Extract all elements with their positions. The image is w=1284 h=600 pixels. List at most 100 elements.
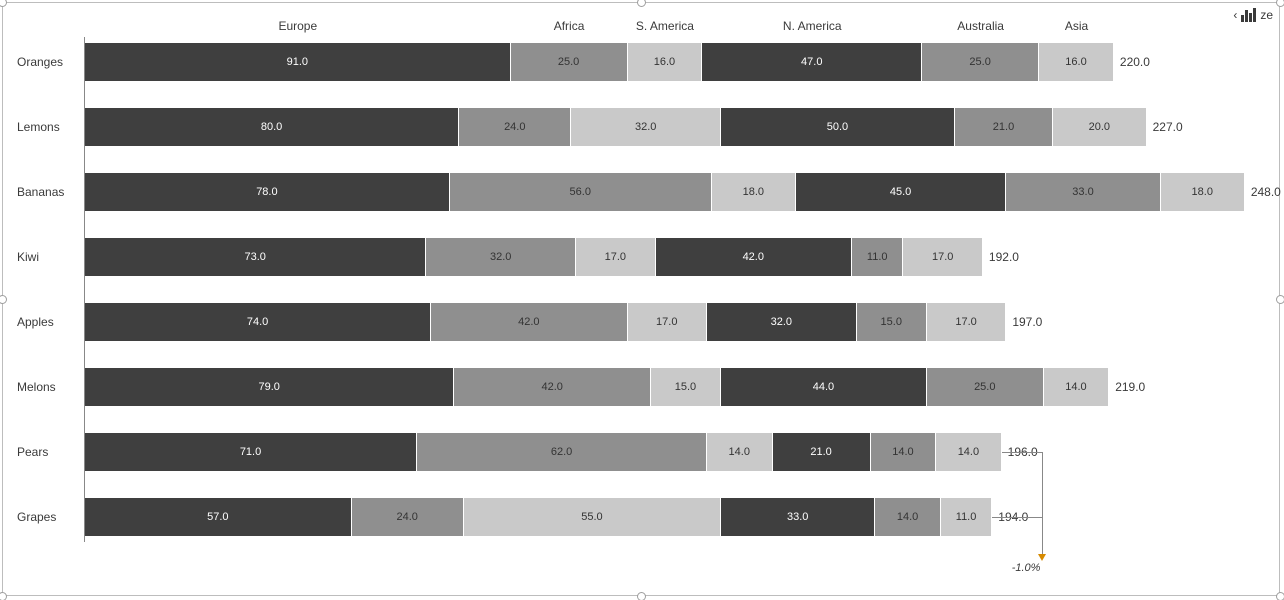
bar-segment-asia[interactable]: 11.0	[941, 498, 992, 536]
bar-segment-asia[interactable]: 17.0	[903, 238, 983, 276]
segment-value: 42.0	[518, 316, 539, 328]
segment-value: 17.0	[955, 316, 976, 328]
segment-value: 24.0	[396, 511, 417, 523]
bar-segment-n_america[interactable]: 45.0	[796, 173, 1006, 211]
row-total: 197.0	[1012, 315, 1042, 329]
selection-handle[interactable]	[637, 592, 646, 600]
bar-segment-australia[interactable]: 25.0	[922, 43, 1039, 81]
series-header-africa: Africa	[554, 19, 585, 33]
bar-segment-s_america[interactable]: 17.0	[628, 303, 708, 341]
segment-value: 17.0	[656, 316, 677, 328]
bar-segment-asia[interactable]: 18.0	[1161, 173, 1245, 211]
bar-segment-europe[interactable]: 80.0	[85, 108, 459, 146]
segment-value: 20.0	[1089, 121, 1110, 133]
segment-value: 57.0	[207, 511, 228, 523]
bar-segment-europe[interactable]: 57.0	[85, 498, 352, 536]
segment-value: 14.0	[958, 446, 979, 458]
annotation-text: -1.0%	[1012, 562, 1041, 574]
bar-segment-europe[interactable]: 79.0	[85, 368, 454, 406]
row-total: 220.0	[1120, 55, 1150, 69]
category-label: Bananas	[17, 185, 77, 199]
bar-segment-n_america[interactable]: 47.0	[702, 43, 922, 81]
bar-segment-n_america[interactable]: 33.0	[721, 498, 875, 536]
segment-value: 47.0	[801, 56, 822, 68]
bar-segment-africa[interactable]: 56.0	[450, 173, 712, 211]
segment-value: 78.0	[256, 186, 277, 198]
bar-segment-australia[interactable]: 11.0	[852, 238, 903, 276]
segment-value: 71.0	[240, 446, 261, 458]
segment-value: 32.0	[771, 316, 792, 328]
bar-segment-asia[interactable]: 14.0	[936, 433, 1001, 471]
bar-segment-australia[interactable]: 25.0	[927, 368, 1044, 406]
bar-segment-n_america[interactable]: 50.0	[721, 108, 955, 146]
segment-value: 62.0	[551, 446, 572, 458]
series-header-asia: Asia	[1065, 19, 1088, 33]
corner-badge[interactable]: ‹ ze	[1231, 7, 1275, 23]
chevron-left-icon: ‹	[1233, 8, 1237, 22]
bar-segment-africa[interactable]: 24.0	[459, 108, 571, 146]
bar-segment-n_america[interactable]: 21.0	[773, 433, 871, 471]
bar-segment-s_america[interactable]: 17.0	[576, 238, 656, 276]
bar-segment-s_america[interactable]: 14.0	[707, 433, 772, 471]
bar-segment-europe[interactable]: 73.0	[85, 238, 426, 276]
bar-segment-africa[interactable]: 42.0	[431, 303, 627, 341]
selection-handle[interactable]	[0, 592, 7, 600]
segment-value: 45.0	[890, 186, 911, 198]
bar-segment-australia[interactable]: 14.0	[871, 433, 936, 471]
segment-value: 79.0	[259, 381, 280, 393]
bar-segment-europe[interactable]: 91.0	[85, 43, 511, 81]
segment-value: 73.0	[244, 251, 265, 263]
chart-selection-frame[interactable]: ‹ ze EuropeAfricaS. AmericaN. AmericaAus…	[2, 2, 1280, 596]
bar-segment-s_america[interactable]: 15.0	[651, 368, 721, 406]
bar-segment-asia[interactable]: 17.0	[927, 303, 1007, 341]
segment-value: 11.0	[867, 251, 888, 263]
selection-handle[interactable]	[1276, 0, 1284, 7]
bar-segment-australia[interactable]: 15.0	[857, 303, 927, 341]
segment-value: 15.0	[675, 381, 696, 393]
segment-value: 14.0	[729, 446, 750, 458]
bar-segment-n_america[interactable]: 42.0	[656, 238, 852, 276]
bar-row: Grapes57.024.055.033.014.011.0194.0	[85, 498, 1028, 536]
segment-value: 74.0	[247, 316, 268, 328]
bar-segment-n_america[interactable]: 32.0	[707, 303, 857, 341]
bar-segment-europe[interactable]: 74.0	[85, 303, 431, 341]
segment-value: 25.0	[969, 56, 990, 68]
annotation-leader-top	[1002, 452, 1042, 453]
corner-badge-text: ze	[1260, 8, 1273, 22]
category-label: Oranges	[17, 55, 77, 69]
row-total: 227.0	[1153, 120, 1183, 134]
bar-segment-s_america[interactable]: 55.0	[464, 498, 721, 536]
bar-segment-africa[interactable]: 62.0	[417, 433, 707, 471]
annotation-vertical	[1042, 452, 1043, 554]
bar-segment-africa[interactable]: 42.0	[454, 368, 650, 406]
bar-segment-europe[interactable]: 71.0	[85, 433, 417, 471]
bar-segment-australia[interactable]: 33.0	[1006, 173, 1160, 211]
bar-segment-africa[interactable]: 32.0	[426, 238, 576, 276]
bar-segment-europe[interactable]: 78.0	[85, 173, 450, 211]
bar-segment-s_america[interactable]: 32.0	[571, 108, 721, 146]
bar-segment-australia[interactable]: 21.0	[955, 108, 1053, 146]
bar-segment-s_america[interactable]: 16.0	[628, 43, 703, 81]
selection-handle[interactable]	[1276, 295, 1284, 304]
row-total: 248.0	[1251, 185, 1281, 199]
segment-value: 80.0	[261, 121, 282, 133]
bar-segment-australia[interactable]: 14.0	[875, 498, 940, 536]
bar-row: Pears71.062.014.021.014.014.0196.0	[85, 433, 1038, 471]
segment-value: 21.0	[993, 121, 1014, 133]
segment-value: 42.0	[743, 251, 764, 263]
segment-value: 32.0	[490, 251, 511, 263]
bar-segment-s_america[interactable]: 18.0	[712, 173, 796, 211]
category-label: Pears	[17, 445, 77, 459]
segment-value: 16.0	[1065, 56, 1086, 68]
bar-segment-asia[interactable]: 16.0	[1039, 43, 1114, 81]
bar-segment-africa[interactable]: 25.0	[511, 43, 628, 81]
bar-segment-africa[interactable]: 24.0	[352, 498, 464, 536]
category-label: Grapes	[17, 510, 77, 524]
segment-value: 15.0	[881, 316, 902, 328]
bar-segment-asia[interactable]: 20.0	[1053, 108, 1147, 146]
selection-handle[interactable]	[1276, 592, 1284, 600]
bar-segment-n_america[interactable]: 44.0	[721, 368, 927, 406]
bar-row: Lemons80.024.032.050.021.020.0227.0	[85, 108, 1183, 146]
bar-segment-asia[interactable]: 14.0	[1044, 368, 1109, 406]
bar-row: Oranges91.025.016.047.025.016.0220.0	[85, 43, 1150, 81]
